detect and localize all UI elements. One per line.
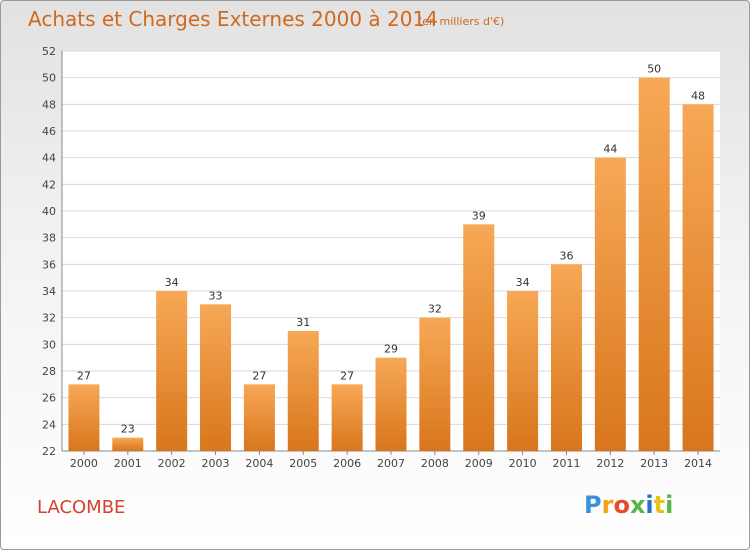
bar: [156, 291, 188, 451]
y-tick-label: 50: [42, 72, 56, 85]
y-tick-label: 42: [42, 178, 56, 191]
bar: [507, 291, 539, 451]
logo-letter: i: [665, 491, 674, 519]
logo-letter: x: [629, 491, 646, 519]
bar: [463, 224, 495, 451]
x-tick-label: 2000: [70, 457, 98, 470]
data-label: 32: [428, 303, 442, 316]
logo-letter: i: [645, 491, 654, 519]
y-tick-label: 44: [42, 152, 56, 165]
x-tick-label: 2010: [509, 457, 537, 470]
y-tick-label: 52: [42, 45, 56, 58]
x-tick-label: 2013: [640, 457, 668, 470]
data-label: 50: [647, 63, 661, 76]
bar: [638, 77, 670, 452]
data-label: 27: [340, 369, 354, 382]
bar: [287, 331, 319, 451]
bar: [68, 384, 100, 451]
y-tick-label: 34: [42, 285, 56, 298]
data-label: 27: [77, 369, 91, 382]
bar: [375, 357, 407, 451]
data-label: 39: [472, 209, 486, 222]
y-tick-label: 38: [42, 232, 56, 245]
y-tick-label: 36: [42, 258, 56, 271]
x-tick-label: 2011: [552, 457, 580, 470]
data-label: 48: [691, 89, 705, 102]
data-label: 27: [252, 369, 266, 382]
commune-name: LACOMBE: [37, 497, 126, 518]
x-tick-label: 2014: [684, 457, 712, 470]
logo-letter: P: [584, 491, 602, 519]
y-tick-label: 28: [42, 365, 56, 378]
proxiti-logo: Proxiti: [584, 491, 673, 519]
x-tick-label: 2007: [377, 457, 405, 470]
data-label: 34: [165, 276, 179, 289]
data-label: 23: [121, 423, 135, 436]
bar: [594, 157, 626, 451]
chart-subtitle: (en milliers d'€): [418, 15, 505, 28]
data-label: 29: [384, 343, 398, 356]
x-tick-label: 2002: [158, 457, 186, 470]
y-tick-label: 24: [42, 418, 56, 431]
x-tick-label: 2006: [333, 457, 361, 470]
data-label: 36: [559, 249, 573, 262]
data-label: 31: [296, 316, 310, 329]
y-tick-label: 26: [42, 392, 56, 405]
y-tick-label: 46: [42, 125, 56, 138]
data-label: 33: [209, 289, 223, 302]
y-tick-label: 32: [42, 312, 56, 325]
data-label: 44: [603, 143, 617, 156]
chart-title: Achats et Charges Externes 2000 à 2014: [28, 7, 438, 31]
x-tick-label: 2008: [421, 457, 449, 470]
x-tick-label: 2001: [114, 457, 142, 470]
bar: [419, 317, 451, 451]
bar: [550, 264, 582, 451]
y-tick-label: 22: [42, 445, 56, 458]
bar: [243, 384, 275, 451]
x-tick-label: 2004: [245, 457, 273, 470]
data-label: 34: [516, 276, 530, 289]
logo-letter: r: [601, 491, 614, 519]
y-tick-label: 48: [42, 98, 56, 111]
x-tick-label: 2003: [202, 457, 230, 470]
logo-letter: o: [613, 491, 630, 519]
logo-letter: t: [653, 491, 666, 519]
x-tick-label: 2005: [289, 457, 317, 470]
y-tick-label: 40: [42, 205, 56, 218]
bar: [200, 304, 232, 451]
x-tick-label: 2012: [596, 457, 624, 470]
bar: [331, 384, 363, 451]
x-tick-label: 2009: [465, 457, 493, 470]
y-tick-label: 30: [42, 338, 56, 351]
bar: [112, 437, 144, 451]
bar: [682, 104, 714, 451]
